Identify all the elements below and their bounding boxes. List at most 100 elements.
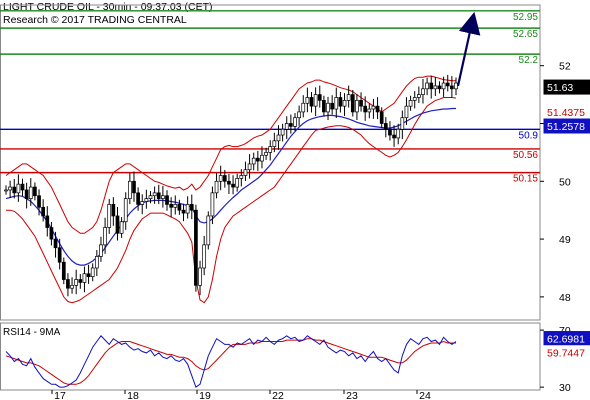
candle-body bbox=[202, 244, 207, 269]
y-tick-label: 52 bbox=[559, 61, 571, 73]
candle bbox=[173, 195, 178, 215]
candle bbox=[404, 97, 409, 125]
candle bbox=[412, 91, 417, 109]
candle-body bbox=[227, 180, 231, 185]
candle bbox=[156, 184, 161, 205]
candle-body bbox=[115, 215, 120, 234]
candle bbox=[392, 125, 396, 147]
candle bbox=[317, 85, 322, 108]
candle bbox=[218, 165, 223, 191]
candle-body bbox=[16, 183, 21, 194]
candle bbox=[322, 95, 326, 117]
candle bbox=[388, 121, 392, 141]
candle-body bbox=[78, 279, 83, 283]
candle-body bbox=[128, 180, 132, 199]
candle bbox=[239, 169, 244, 187]
candle-body bbox=[425, 82, 429, 90]
candle bbox=[144, 189, 149, 209]
candle-body bbox=[53, 238, 58, 249]
candle-body bbox=[268, 146, 273, 153]
candle bbox=[4, 185, 8, 195]
candle bbox=[280, 123, 285, 142]
candle bbox=[429, 75, 434, 99]
bollinger-lower-band bbox=[6, 97, 457, 304]
candle-body bbox=[111, 204, 116, 217]
level-label: 52.2 bbox=[519, 55, 539, 66]
candle-body bbox=[346, 94, 351, 101]
candle bbox=[305, 87, 310, 113]
x-tick-label: 18 bbox=[127, 390, 139, 400]
moving-average-line bbox=[5, 107, 456, 266]
candle-body bbox=[99, 244, 103, 257]
candle-body bbox=[264, 152, 268, 156]
candle-body bbox=[90, 267, 95, 278]
candle-body bbox=[313, 94, 318, 107]
candle-body bbox=[383, 123, 388, 130]
x-tick-label: 19 bbox=[199, 390, 211, 400]
x-tick-label: 22 bbox=[272, 390, 284, 400]
candle bbox=[454, 77, 458, 96]
candle bbox=[441, 76, 446, 97]
candle-body bbox=[301, 102, 306, 113]
candle-body bbox=[330, 102, 334, 110]
candle-body bbox=[305, 97, 310, 104]
candle-body bbox=[41, 206, 46, 217]
candle-body bbox=[355, 100, 359, 113]
candle bbox=[90, 263, 95, 282]
badge-bg bbox=[543, 118, 590, 134]
candle bbox=[74, 269, 79, 295]
rsi-badge: 59.7447 bbox=[543, 345, 590, 361]
candle bbox=[37, 189, 41, 216]
candle bbox=[421, 78, 425, 104]
badge-bg bbox=[543, 79, 590, 95]
candle bbox=[251, 152, 256, 171]
candle-body bbox=[94, 256, 99, 269]
candle bbox=[41, 199, 46, 222]
candle bbox=[161, 185, 165, 208]
candle-body bbox=[86, 273, 91, 278]
rsi-panel-border bbox=[0, 322, 541, 391]
candle bbox=[276, 125, 281, 150]
candle-body bbox=[136, 192, 140, 205]
candle-body bbox=[57, 247, 62, 263]
candle-body bbox=[194, 209, 198, 286]
candle-body bbox=[297, 111, 301, 119]
candle-body bbox=[173, 204, 178, 208]
candle bbox=[375, 97, 380, 120]
y-tick-label: 49 bbox=[559, 234, 571, 246]
badge-label: 59.7447 bbox=[547, 348, 585, 360]
candle-body bbox=[251, 157, 256, 165]
candle bbox=[338, 91, 343, 113]
candle bbox=[425, 77, 429, 96]
candle-body bbox=[189, 204, 194, 211]
candle-body bbox=[70, 284, 74, 289]
candle-body bbox=[144, 198, 149, 202]
candle bbox=[383, 117, 388, 138]
candle-body bbox=[82, 273, 87, 283]
badge-label: 51.2578 bbox=[547, 121, 585, 133]
candle bbox=[169, 197, 173, 218]
candle bbox=[350, 89, 355, 117]
chart-title: LIGHT CRUDE OIL - 30min - 09:37:03 (CET) bbox=[3, 1, 213, 13]
candle bbox=[78, 274, 83, 289]
candle-body bbox=[272, 140, 277, 147]
candle bbox=[363, 96, 368, 121]
candle bbox=[152, 186, 157, 204]
candle-body bbox=[334, 97, 339, 110]
candle-body bbox=[119, 221, 124, 234]
level-label: 50.9 bbox=[519, 130, 539, 141]
candle-body bbox=[231, 183, 235, 188]
candle bbox=[222, 170, 227, 188]
candle bbox=[111, 197, 116, 226]
candle-body bbox=[206, 215, 211, 246]
price-badge: 51.2578 bbox=[543, 118, 590, 134]
candle-body bbox=[392, 134, 396, 139]
candle bbox=[140, 194, 145, 215]
candle-body bbox=[66, 279, 70, 289]
rsi-line bbox=[5, 335, 457, 388]
candle bbox=[198, 260, 202, 296]
candle-body bbox=[280, 128, 285, 136]
candle bbox=[99, 236, 103, 262]
